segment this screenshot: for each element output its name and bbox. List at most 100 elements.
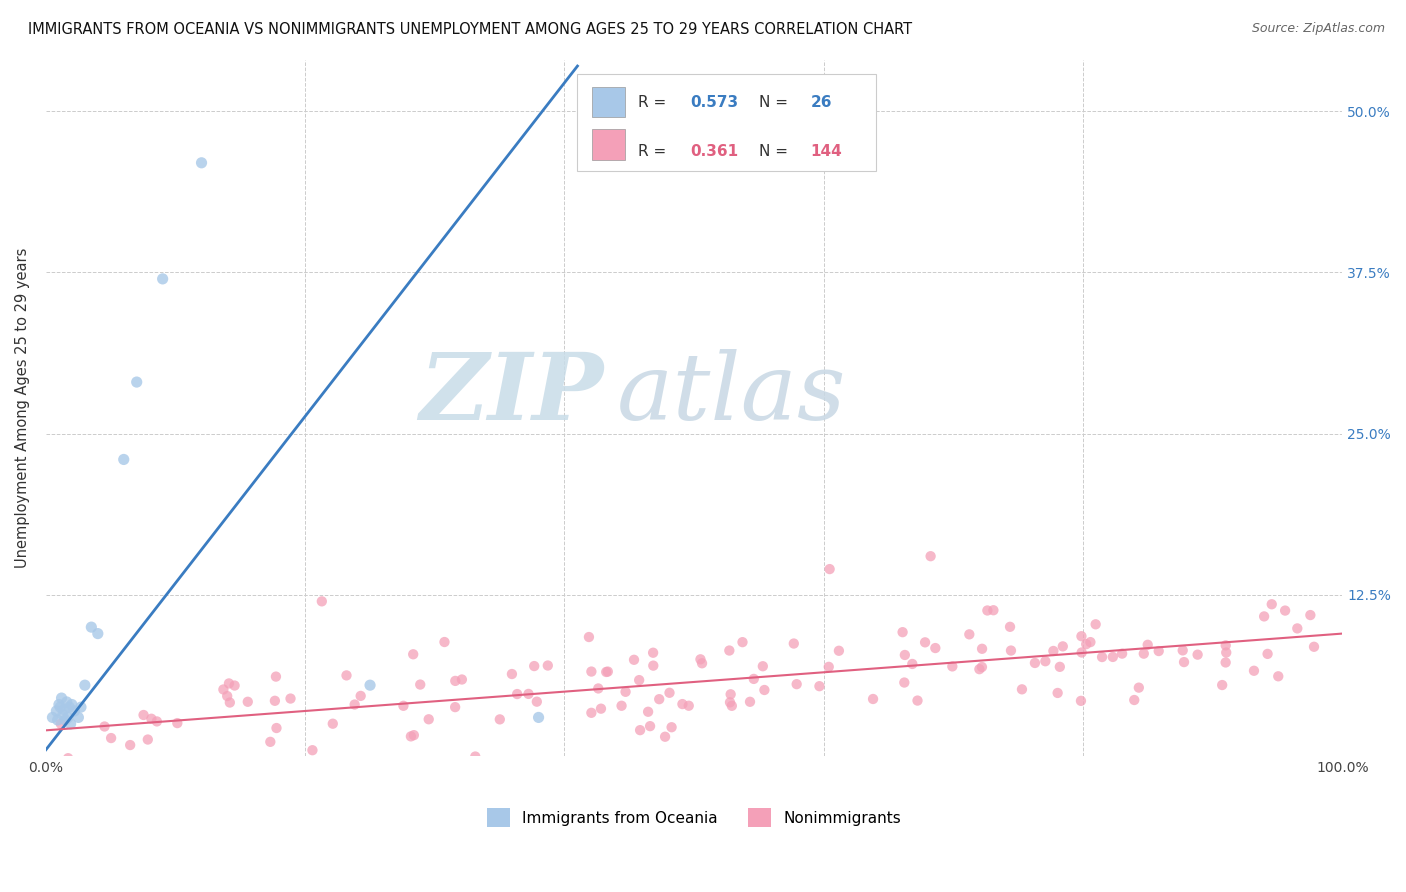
Text: 0.361: 0.361: [690, 144, 738, 159]
Point: [661, 720, 683, 734]
Point: [264, 694, 287, 708]
Point: [527, 710, 550, 724]
Point: [638, 719, 661, 733]
Point: [1084, 617, 1107, 632]
Y-axis label: Unemployment Among Ages 25 to 29 years: Unemployment Among Ages 25 to 29 years: [15, 248, 30, 568]
Point: [643, 646, 665, 660]
Point: [218, 696, 240, 710]
Point: [752, 659, 775, 673]
Point: [720, 687, 742, 701]
Point: [56, 710, 79, 724]
Text: N =: N =: [759, 144, 793, 159]
Point: [783, 636, 806, 650]
Point: [914, 635, 936, 649]
Point: [444, 700, 467, 714]
Point: [614, 685, 637, 699]
Point: [59, 717, 82, 731]
Point: [901, 657, 924, 671]
FancyBboxPatch shape: [592, 87, 626, 118]
Point: [738, 695, 761, 709]
Text: atlas: atlas: [616, 349, 846, 439]
Point: [690, 657, 713, 671]
Point: [1042, 644, 1064, 658]
Point: [523, 659, 546, 673]
Point: [970, 660, 993, 674]
Point: [120, 738, 142, 752]
Point: [260, 761, 283, 775]
Point: [418, 712, 440, 726]
Point: [1076, 637, 1098, 651]
Point: [517, 687, 540, 701]
Point: [67, 710, 90, 724]
Point: [658, 686, 681, 700]
Point: [146, 714, 169, 729]
Point: [136, 732, 159, 747]
Point: [506, 687, 529, 701]
Point: [125, 375, 148, 389]
Point: [322, 716, 344, 731]
Point: [742, 672, 765, 686]
Point: [969, 662, 991, 676]
Point: [1261, 597, 1284, 611]
Point: [654, 730, 676, 744]
Point: [56, 751, 79, 765]
Point: [1257, 647, 1279, 661]
Point: [1049, 660, 1071, 674]
Point: [1243, 664, 1265, 678]
Point: [53, 703, 76, 717]
Point: [1211, 678, 1233, 692]
Point: [1052, 640, 1074, 654]
Point: [970, 641, 993, 656]
Point: [132, 708, 155, 723]
Point: [596, 665, 619, 679]
Point: [643, 658, 665, 673]
Point: [689, 652, 711, 666]
Point: [444, 673, 467, 688]
Point: [80, 772, 103, 786]
Point: [343, 756, 366, 770]
Point: [166, 716, 188, 731]
Point: [957, 627, 980, 641]
Point: [501, 667, 523, 681]
Text: N =: N =: [759, 95, 793, 110]
Point: [1011, 682, 1033, 697]
Legend: Immigrants from Oceania, Nonimmigrants: Immigrants from Oceania, Nonimmigrants: [481, 802, 907, 833]
Point: [628, 673, 651, 687]
Point: [1303, 640, 1326, 654]
Point: [1035, 654, 1057, 668]
Point: [998, 620, 1021, 634]
Point: [637, 705, 659, 719]
Text: IMMIGRANTS FROM OCEANIA VS NONIMMIGRANTS UNEMPLOYMENT AMONG AGES 25 TO 29 YEARS : IMMIGRANTS FROM OCEANIA VS NONIMMIGRANTS…: [28, 22, 912, 37]
Point: [1024, 656, 1046, 670]
Point: [718, 695, 741, 709]
Point: [266, 721, 288, 735]
Text: R =: R =: [638, 95, 672, 110]
Point: [610, 698, 633, 713]
Point: [402, 728, 425, 742]
Point: [1128, 681, 1150, 695]
Point: [1123, 693, 1146, 707]
Point: [1046, 686, 1069, 700]
Point: [63, 704, 86, 718]
Point: [55, 695, 77, 709]
Point: [280, 691, 302, 706]
Point: [190, 155, 212, 169]
Point: [1147, 644, 1170, 658]
Point: [589, 701, 612, 715]
Point: [301, 743, 323, 757]
Point: [350, 689, 373, 703]
Point: [1215, 656, 1237, 670]
Text: 144: 144: [811, 144, 842, 159]
Point: [1286, 621, 1309, 635]
Point: [212, 682, 235, 697]
Point: [907, 693, 929, 707]
Point: [808, 679, 831, 693]
Point: [754, 683, 776, 698]
Point: [409, 677, 432, 691]
Point: [1101, 649, 1123, 664]
Text: ZIP: ZIP: [419, 349, 603, 439]
Point: [93, 719, 115, 733]
Point: [87, 626, 110, 640]
Point: [464, 749, 486, 764]
Point: [70, 700, 93, 714]
